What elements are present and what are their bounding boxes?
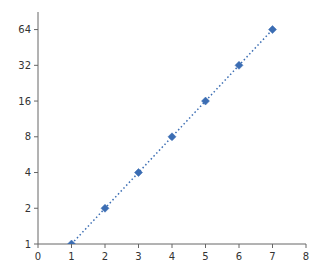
y-tick (34, 172, 38, 173)
x-tick (306, 244, 307, 248)
x-tick-label: 6 (236, 251, 242, 262)
x-tick-label: 3 (135, 251, 141, 262)
x-tick-label: 4 (169, 251, 175, 262)
y-tick (34, 244, 38, 245)
y-tick (34, 136, 38, 137)
chart-svg: 0123456781248163264 (0, 0, 320, 272)
y-tick-label: 1 (25, 239, 31, 250)
x-tick-label: 0 (35, 251, 41, 262)
y-tick-label: 64 (18, 24, 31, 35)
x-tick-label: 7 (269, 251, 275, 262)
x-tick (138, 244, 139, 248)
data-point (168, 133, 176, 141)
x-tick-label: 8 (303, 251, 309, 262)
y-tick-label: 8 (25, 131, 31, 142)
plot-area (68, 26, 277, 244)
data-point (68, 240, 76, 244)
x-tick-label: 2 (102, 251, 108, 262)
data-point (135, 169, 143, 177)
x-tick (172, 244, 173, 248)
data-point (101, 204, 109, 212)
x-tick (239, 244, 240, 248)
y-tick-label: 4 (25, 167, 31, 178)
x-tick (272, 244, 273, 248)
x-tick (205, 244, 206, 248)
x-tick (71, 244, 72, 248)
y-tick-label: 32 (18, 60, 31, 71)
y-tick (34, 208, 38, 209)
x-tick (105, 244, 106, 248)
data-point (202, 97, 210, 105)
axes: 0123456781248163264 (18, 12, 309, 262)
data-point (269, 26, 277, 34)
data-point (235, 61, 243, 69)
y-tick (34, 65, 38, 66)
y-tick-label: 16 (18, 96, 31, 107)
y-axis-line (38, 12, 39, 244)
chart-container: 0123456781248163264 (0, 0, 320, 272)
x-tick (38, 244, 39, 248)
y-tick (34, 29, 38, 30)
y-tick (34, 101, 38, 102)
y-tick-label: 2 (25, 203, 31, 214)
x-tick-label: 5 (202, 251, 208, 262)
data-line (72, 30, 273, 244)
x-tick-label: 1 (68, 251, 74, 262)
